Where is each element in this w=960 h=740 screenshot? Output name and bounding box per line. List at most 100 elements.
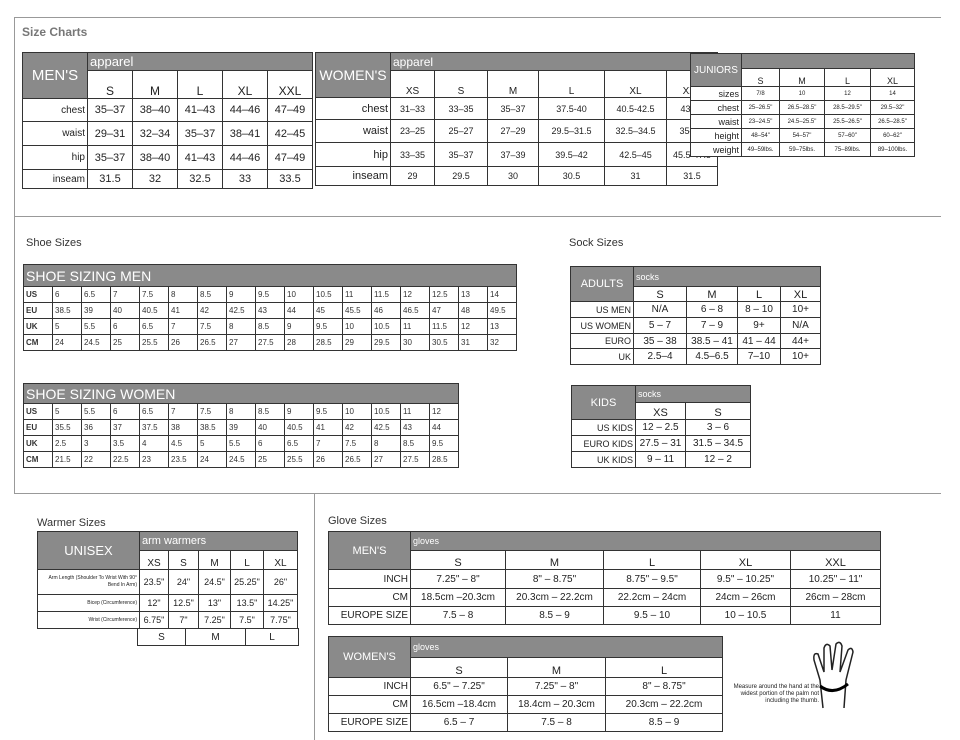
table-cell: 24cm – 26cm: [700, 588, 791, 607]
table-cell: 7.25" – 8": [410, 569, 506, 589]
table-cell: 20.3cm – 22.2cm: [604, 695, 724, 714]
table-cell: 27.5: [400, 451, 430, 468]
table-cell: 47: [429, 302, 459, 319]
left-rule: [14, 17, 15, 494]
size-column-header: M: [686, 286, 738, 302]
footer-size-cell: S: [137, 628, 186, 646]
table-cell: 42.5–45: [604, 142, 667, 167]
table-cell: 24.5: [226, 451, 256, 468]
table-cell: 25–27: [434, 119, 488, 143]
row-label: CM: [23, 334, 53, 351]
table-cell: 41: [168, 302, 198, 319]
table-cell: 42: [197, 302, 227, 319]
table-cell: 21.5: [52, 451, 82, 468]
size-column-header: S: [684, 402, 752, 420]
table-cell: 5: [197, 435, 227, 452]
row-label: sizes: [690, 86, 742, 101]
table-cell: 36: [81, 419, 111, 436]
table-cell: 5.5: [81, 403, 111, 420]
table-cell: 10: [342, 403, 372, 420]
size-column-header: L: [604, 657, 724, 678]
table-row: US 5 5.5 6 6.5 7 7.5 8 8.5 9 9.5 10 10.5 11 12: [23, 403, 460, 420]
hand-measure-note: Measure around the hand at the widest po…: [733, 684, 819, 704]
row-label: hip: [315, 142, 391, 167]
table-cell: 8 – 10: [737, 301, 781, 318]
table-cell: 23.5: [168, 451, 198, 468]
table-cell: 31.5 – 34.5: [684, 435, 752, 452]
glove-sizes-heading: Glove Sizes: [328, 515, 387, 527]
table-cell: 49.5: [486, 302, 518, 319]
table-cell: 29–31: [87, 121, 133, 146]
table-cell: 35–37: [487, 97, 539, 120]
table-cell: 32–34: [132, 121, 178, 146]
table-cell: 7.5: [197, 403, 227, 420]
table-cell: 8" – 8.75": [505, 569, 604, 589]
table-row: INCH 7.25" – 8" 8" – 8.75" 8.75" – 9.5" 9.5"…: [328, 569, 881, 589]
table-cell: 8.5 – 9: [505, 606, 604, 625]
table-row: waist23–2525–2727–2929.5–31.532.5–34.535…: [315, 119, 719, 143]
size-column-header: S: [633, 286, 687, 302]
table-cell: 54–57": [779, 128, 825, 143]
table-cell: 13: [486, 318, 518, 335]
table-cell: 59–75lbs.: [779, 142, 825, 157]
row-label: hip: [22, 145, 88, 170]
table-cell: 23.5": [139, 569, 169, 595]
table-cell: 23: [139, 451, 169, 468]
row-label: waist: [690, 114, 742, 129]
group-header-row: JUNIORS: [690, 53, 915, 87]
table-cell: 5 – 7: [633, 317, 687, 334]
group-header-row: ADULTS socks: [570, 266, 822, 302]
table-cell: 37–39: [487, 142, 539, 167]
table-row: US KIDS 12 – 2.5 3 – 6: [571, 419, 752, 436]
table-row: Wrist (Circumference) 6.75" 7" 7.25" 7.5" 7.7…: [37, 611, 299, 629]
table-cell: 31.5: [87, 169, 133, 189]
size-column-header: XL: [222, 70, 268, 99]
table-cell: 18.5cm –20.3cm: [410, 588, 506, 607]
corner-label: KIDS: [571, 385, 636, 420]
size-column-header: XL: [604, 70, 667, 98]
table-row: EUROPE SIZE 6.5 – 7 7.5 – 8 8.5 – 9: [328, 713, 724, 732]
shoe-sizes-heading: Shoe Sizes: [26, 237, 82, 249]
table-cell: 45: [313, 302, 343, 319]
table-cell: 26.5: [197, 334, 227, 351]
corner-label: UNISEX: [37, 531, 140, 570]
table-cell: 25.5: [139, 334, 169, 351]
table-cell: 32: [486, 334, 518, 351]
table-cell: 44–46: [222, 98, 268, 122]
table-cell: 8: [371, 435, 401, 452]
table-cell: 9.5: [428, 435, 460, 452]
table-cell: 39: [81, 302, 111, 319]
row-label: UK: [23, 435, 53, 452]
row-label: Wrist (Circumference): [37, 611, 140, 629]
table-cell: 6.75": [139, 611, 169, 629]
row-label: chest: [690, 100, 742, 115]
table-cell: 46.5: [400, 302, 430, 319]
table-cell: 12: [428, 403, 460, 420]
table-cell: 11: [790, 606, 881, 625]
arm-warmers-table: UNISEX arm warmers XS S M L XL Arm Length (Shou…: [37, 531, 299, 629]
table-cell: 37: [110, 419, 140, 436]
row-label: EUROPE SIZE: [328, 713, 411, 732]
table-cell: 12.5": [168, 594, 199, 612]
size-column-header: XXL: [790, 550, 881, 570]
table-cell: 26cm – 28cm: [790, 588, 881, 607]
table-cell: 27: [371, 451, 401, 468]
table-row: waist 23–24.5" 24.5–25.5" 25.5–26.5" 26.5–28…: [690, 114, 915, 129]
table-cell: 26: [313, 451, 343, 468]
table-cell: 3.5: [110, 435, 140, 452]
table-cell: 35–37: [87, 98, 133, 122]
group-label: gloves: [409, 636, 724, 658]
table-cell: 5.5: [81, 318, 111, 335]
divider-1: [14, 216, 941, 217]
table-cell: 3: [81, 435, 111, 452]
size-column-header: M: [487, 70, 539, 98]
table-cell: 12 – 2.5: [635, 419, 686, 436]
table-cell: 40.5: [139, 302, 169, 319]
group-header-row: KIDS socks: [571, 385, 752, 420]
page-title: Size Charts: [22, 25, 88, 39]
table-cell: 37.5-40: [538, 97, 605, 120]
table-cell: 32.5–34.5: [604, 119, 667, 143]
footer-size-cell: M: [185, 628, 246, 646]
table-cell: 9+: [737, 317, 781, 334]
divider-2: [14, 493, 941, 494]
